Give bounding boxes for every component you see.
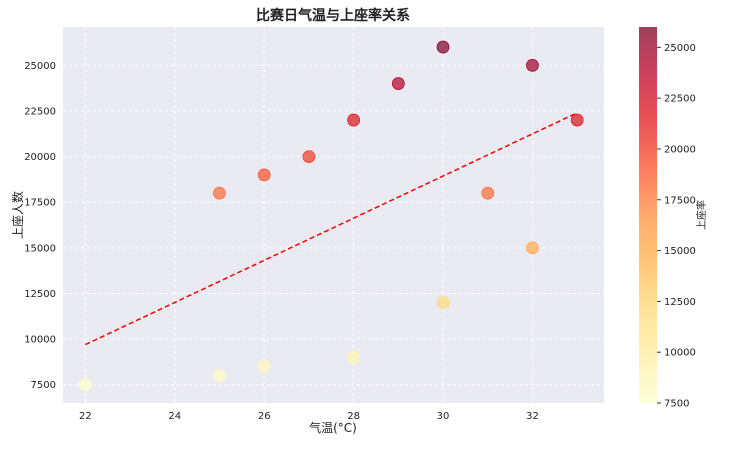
data-point	[347, 350, 361, 364]
x-tick-label: 24	[168, 411, 181, 422]
data-point	[347, 113, 361, 127]
y-tick-label: 25000	[24, 61, 56, 72]
data-point	[213, 369, 226, 383]
y-tick-label: 10000	[24, 335, 56, 346]
data-point	[213, 186, 226, 200]
y-tick-label: 15000	[24, 243, 56, 254]
y-axis-label: 上座人数	[10, 191, 25, 239]
plot-area	[63, 27, 604, 403]
data-point	[570, 113, 584, 127]
data-point	[436, 296, 450, 310]
colorbar-label: 上座率	[695, 200, 708, 230]
x-tick-label: 32	[526, 411, 539, 422]
y-tick-label: 20000	[24, 152, 56, 163]
colorbar-tick-label: 10000	[664, 348, 696, 359]
colorbar-tick-label: 7500	[664, 399, 689, 410]
colorbar-tick-label: 25000	[664, 43, 696, 54]
colorbar-tick-label: 12500	[664, 297, 696, 308]
x-tick-label: 28	[347, 411, 360, 422]
trend-layer	[85, 112, 578, 346]
colorbar-tick-label: 22500	[664, 94, 696, 105]
chart-title: 比赛日气温与上座率关系	[256, 7, 410, 24]
data-point	[526, 58, 539, 72]
y-tick-label: 22500	[24, 106, 56, 117]
colorbar-tick-labels: 7500 10000 12500 15000 17500 20000 22500 25000	[657, 43, 696, 410]
data-point	[436, 40, 450, 54]
y-tick-label: 12500	[24, 289, 56, 300]
y-tick-labels: 7500 10000 12500 15000 17500 20000 22500 25000	[24, 61, 56, 391]
colorbar-tick-label: 15000	[664, 246, 696, 257]
x-tick-label: 22	[79, 411, 92, 422]
data-point	[526, 241, 539, 255]
grid-layer	[63, 27, 604, 403]
data-point	[78, 378, 92, 392]
x-axis-label: 气温(°C)	[309, 420, 357, 435]
colorbar	[639, 27, 657, 403]
x-tick-labels: 22 24 26 28 30 32	[79, 411, 539, 422]
data-point	[302, 150, 316, 163]
trend-line	[85, 112, 578, 346]
colorbar-tick-label: 20000	[664, 144, 696, 155]
points-layer	[78, 40, 584, 392]
data-point	[257, 360, 271, 373]
data-point	[481, 186, 495, 200]
x-tick-label: 30	[437, 411, 450, 422]
y-tick-label: 7500	[31, 380, 56, 391]
data-point	[257, 168, 271, 182]
x-tick-label: 26	[258, 411, 271, 422]
data-point	[391, 77, 405, 90]
colorbar-tick-label: 17500	[664, 195, 696, 206]
y-tick-label: 17500	[24, 198, 56, 209]
